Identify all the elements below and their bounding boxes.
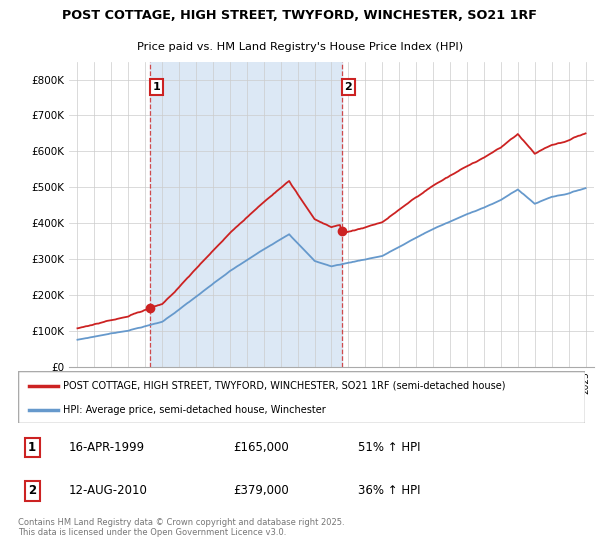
Text: Price paid vs. HM Land Registry's House Price Index (HPI): Price paid vs. HM Land Registry's House … [137,43,463,52]
Text: 2: 2 [344,82,352,92]
Text: £379,000: £379,000 [233,484,289,497]
Text: £165,000: £165,000 [233,441,289,454]
Text: 1: 1 [28,441,36,454]
Text: HPI: Average price, semi-detached house, Winchester: HPI: Average price, semi-detached house,… [64,405,326,415]
Text: 36% ↑ HPI: 36% ↑ HPI [358,484,421,497]
Text: 16-APR-1999: 16-APR-1999 [69,441,145,454]
Bar [150,62,342,367]
Text: 51% ↑ HPI: 51% ↑ HPI [358,441,421,454]
Text: POST COTTAGE, HIGH STREET, TWYFORD, WINCHESTER, SO21 1RF: POST COTTAGE, HIGH STREET, TWYFORD, WINC… [62,9,538,22]
Text: POST COTTAGE, HIGH STREET, TWYFORD, WINCHESTER, SO21 1RF (semi-detached house): POST COTTAGE, HIGH STREET, TWYFORD, WINC… [64,381,506,391]
Text: 12-AUG-2010: 12-AUG-2010 [69,484,148,497]
Text: Contains HM Land Registry data © Crown copyright and database right 2025.
This d: Contains HM Land Registry data © Crown c… [18,518,344,538]
Text: 1: 1 [152,82,160,92]
Text: 2: 2 [28,484,36,497]
